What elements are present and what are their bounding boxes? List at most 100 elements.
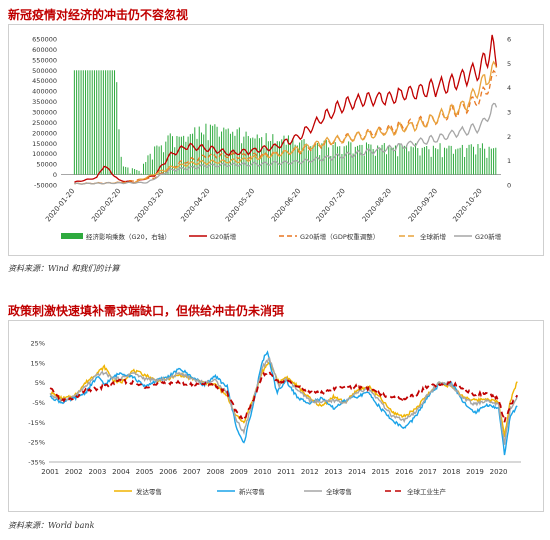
bar (299, 142, 301, 175)
bar (196, 138, 198, 175)
legend-label: 经济影响乘数（G20，右轴） (86, 232, 171, 241)
bar (348, 141, 350, 175)
y-left-tick-label: -50000 (34, 182, 57, 190)
x-tick-label: 2008 (206, 468, 224, 476)
bar (419, 155, 421, 175)
series-line (49, 370, 519, 423)
bar (444, 147, 446, 175)
bar (198, 126, 200, 175)
bar (270, 140, 272, 175)
bar (488, 146, 490, 175)
x-tick-label: 2013 (324, 468, 342, 476)
bar (171, 136, 173, 175)
x-tick-label: 2001 (41, 468, 59, 476)
bar (116, 82, 118, 175)
bar (475, 154, 477, 175)
chart1-svg: -50000 0 50000 100000 150000 200000 250000 3000… (32, 34, 511, 241)
bar (163, 152, 165, 175)
bar (336, 146, 338, 175)
bar (464, 156, 466, 175)
bar (352, 153, 354, 175)
series-line (74, 60, 498, 185)
bar (432, 145, 434, 175)
bar (374, 155, 376, 175)
bar (421, 147, 423, 175)
chart2-svg: 25% 15% 5% -5% -15% -25% -35%2001 2002 2003 2004 2… (28, 340, 521, 496)
bar (93, 70, 95, 175)
bar (279, 141, 281, 175)
chart1-panel: -50000 0 50000 100000 150000 200000 250000 3000… (8, 24, 544, 256)
bar (147, 155, 149, 175)
series-line (49, 357, 518, 445)
chart2-source: 资料来源：World bank (8, 521, 95, 530)
bar (354, 146, 356, 175)
bar (439, 143, 441, 175)
y-left-tick-label: 450000 (32, 77, 57, 85)
bar (145, 162, 147, 175)
x-tick-label: 2016 (395, 468, 413, 476)
bar (390, 147, 392, 175)
y-tick-label: -15% (28, 419, 45, 427)
bar (459, 147, 461, 175)
bar (484, 148, 486, 175)
bar (412, 147, 414, 175)
x-tick-label: 2020-03-20 (133, 187, 165, 223)
x-tick-label: 2009 (230, 468, 248, 476)
bar (383, 143, 385, 175)
bar (238, 127, 240, 175)
x-tick-label: 2005 (136, 468, 154, 476)
bar (325, 140, 327, 175)
bar (127, 167, 129, 175)
y-left-tick-label: 200000 (32, 129, 57, 137)
x-tick-label: 2007 (183, 468, 201, 476)
bar (296, 145, 298, 175)
bar (410, 146, 412, 175)
bar (486, 157, 488, 175)
y-right-tick-label: 6 (507, 36, 511, 44)
bar (417, 148, 419, 175)
x-tick-label: 2020-05-20 (224, 187, 256, 223)
bar (267, 141, 269, 175)
bar (183, 135, 185, 175)
bar (87, 70, 89, 175)
bar (120, 156, 122, 175)
bar (109, 70, 111, 175)
bar (91, 70, 93, 175)
y-left-tick-label: 600000 (32, 46, 57, 54)
bar (178, 136, 180, 175)
bar (283, 135, 285, 175)
bar (80, 70, 82, 175)
bar (294, 144, 296, 175)
bar (165, 141, 167, 175)
bar (209, 124, 211, 175)
bar (105, 70, 107, 175)
bar (388, 146, 390, 175)
x-tick-label: 2011 (277, 468, 295, 476)
bar (185, 141, 187, 175)
bar (138, 170, 140, 175)
bar (452, 153, 454, 175)
bar (194, 127, 196, 175)
bar (149, 153, 151, 175)
bar (339, 146, 341, 175)
bar (350, 142, 352, 175)
bar (495, 147, 497, 175)
bar (428, 149, 430, 175)
bar (78, 70, 80, 175)
bar (345, 145, 347, 175)
x-tick-label: 2006 (159, 468, 177, 476)
bar (281, 139, 283, 175)
bar (256, 134, 258, 175)
y-right-tick-label: 1 (507, 157, 511, 165)
bar (435, 148, 437, 175)
bar (143, 163, 144, 175)
bar (285, 144, 287, 175)
bar (212, 125, 214, 175)
bar (156, 145, 158, 175)
x-tick-label: 2014 (348, 468, 366, 476)
bar (473, 146, 474, 175)
bar (481, 143, 483, 175)
x-tick-label: 2020-07-20 (315, 187, 347, 223)
bar (102, 70, 104, 175)
bar (98, 70, 100, 175)
